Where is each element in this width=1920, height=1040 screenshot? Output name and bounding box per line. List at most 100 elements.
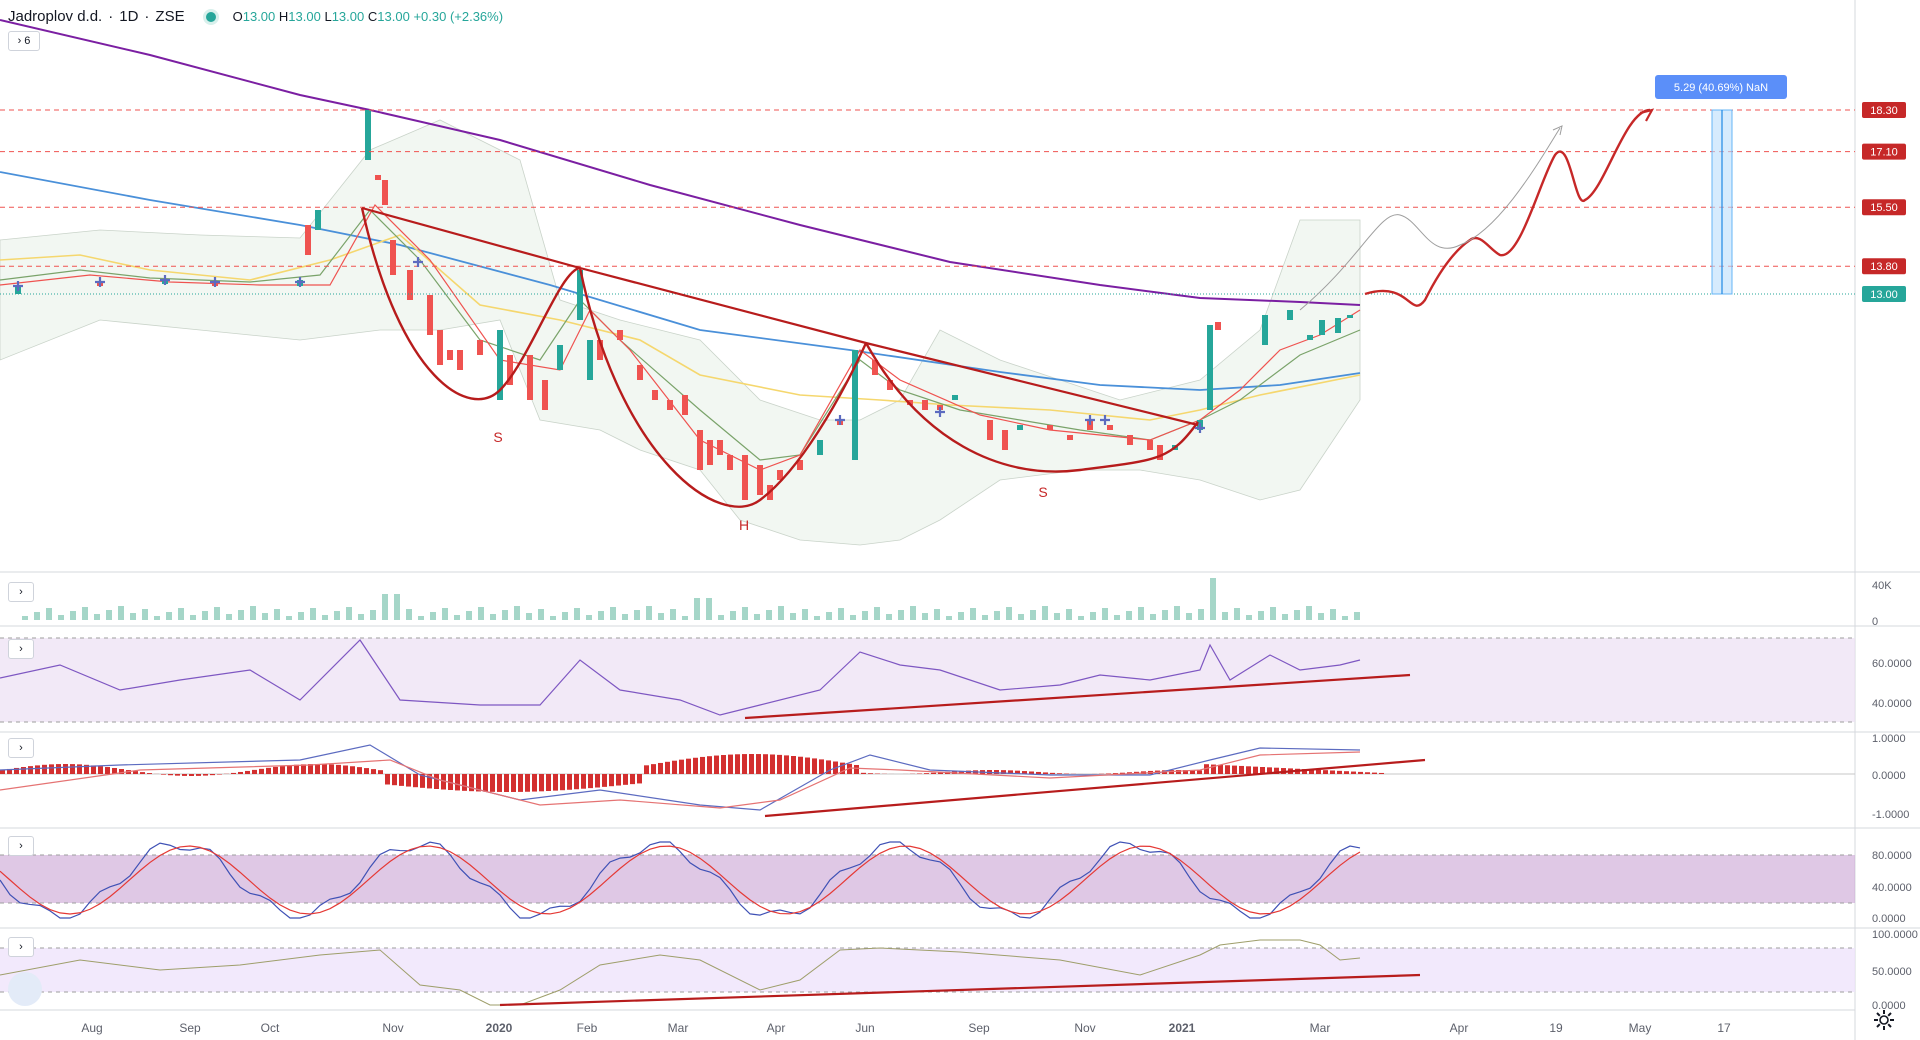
macd-histogram-bar: [539, 774, 544, 792]
candle: [382, 180, 388, 205]
macd-axis-label: 0.0000: [1872, 770, 1906, 782]
volume-bar: [1330, 609, 1336, 620]
volume-bar: [1114, 615, 1120, 620]
macd-histogram-bar: [1029, 771, 1034, 774]
symbol-name[interactable]: Jadroplov d.d.: [8, 8, 103, 25]
gear-icon[interactable]: [1872, 1008, 1896, 1032]
candle: [557, 345, 563, 370]
macd-histogram-bar: [1372, 772, 1377, 774]
time-axis-label: Mar: [1310, 1021, 1331, 1035]
volume-bar: [1198, 609, 1204, 620]
time-axis-label: Nov: [1074, 1021, 1095, 1035]
candle: [1017, 425, 1023, 430]
macd-histogram-bar: [42, 764, 47, 774]
projection-arrowhead: [1639, 108, 1655, 122]
candle: [797, 460, 803, 470]
pane-collapse-button-macd[interactable]: ›: [8, 738, 34, 758]
change-readout: +0.30 (+2.36%): [413, 9, 504, 24]
volume-bar: [118, 606, 124, 620]
bollinger-band: [0, 119, 1361, 546]
candle: [987, 420, 993, 440]
cross-marker: [210, 277, 220, 287]
volume-bar: [994, 611, 1000, 620]
candle: [1287, 310, 1293, 320]
volume-bar: [1354, 612, 1360, 620]
volume-bar: [1054, 613, 1060, 620]
macd-histogram-bar: [742, 754, 747, 774]
pane-collapse-button-volume[interactable]: ›: [8, 582, 34, 602]
macd-histogram-bar: [623, 774, 628, 785]
time-axis-label: Feb: [577, 1021, 598, 1035]
candle: [1047, 425, 1053, 430]
time-axis-label: 2020: [486, 1021, 513, 1035]
indicators-toggle-button[interactable]: › 6: [8, 31, 40, 51]
macd-histogram-bar: [399, 774, 404, 786]
oscillator2-band: [0, 948, 1855, 992]
macd-histogram-bar: [483, 774, 488, 792]
ma100-line: [0, 171, 1361, 391]
volume-bar: [1090, 612, 1096, 620]
candle: [375, 175, 381, 180]
chevron-right-icon: ›: [19, 742, 23, 754]
pane-collapse-button-osc1[interactable]: ›: [8, 639, 34, 659]
candle: [717, 440, 723, 455]
macd-histogram-bar: [1337, 770, 1342, 774]
macd-histogram-bar: [924, 773, 929, 774]
candle: [527, 355, 533, 400]
pane-collapse-button-osc2[interactable]: ›: [8, 937, 34, 957]
macd-histogram-bar: [931, 772, 936, 774]
macd-histogram-bar: [1057, 773, 1062, 774]
volume-bar: [682, 616, 688, 620]
volume-bar: [910, 606, 916, 620]
volume-bar: [262, 613, 268, 620]
head-curve: [578, 267, 868, 508]
macd-histogram-bar: [560, 774, 565, 791]
macd-histogram-bar: [1176, 770, 1181, 774]
macd-histogram-bar: [1001, 770, 1006, 774]
candle: [697, 430, 703, 470]
volume-bar: [538, 609, 544, 620]
macd-histogram-bar: [574, 774, 579, 790]
macd-histogram-bar: [1260, 767, 1265, 774]
cross-marker: [160, 275, 170, 285]
macd-histogram-bar: [91, 765, 96, 774]
volume-bar: [1006, 607, 1012, 620]
macd-histogram-bar: [595, 774, 600, 788]
candle: [617, 330, 623, 340]
cross-marker: [1100, 415, 1110, 425]
oscillator1-axis-label: 60.0000: [1872, 658, 1912, 670]
volume-bar: [1306, 606, 1312, 620]
volume-bar: [1078, 616, 1084, 620]
candle: [477, 340, 483, 355]
macd-histogram-bar: [588, 774, 593, 789]
pane-collapse-button-stoch[interactable]: ›: [8, 836, 34, 856]
volume-bar: [1066, 609, 1072, 620]
oscillator2-line: [0, 939, 1361, 1006]
candle: [305, 225, 311, 255]
macd-histogram-bar: [413, 774, 418, 788]
volume-bar: [418, 616, 424, 620]
macd-histogram-bar: [567, 774, 572, 790]
interval-label[interactable]: 1D: [119, 8, 139, 25]
volume-bar: [550, 616, 556, 620]
volume-axis-label: 0: [1872, 616, 1878, 628]
volume-bar: [394, 594, 400, 620]
price-axis-badge-label: 13.80: [1870, 261, 1898, 273]
macd-histogram-bar: [1239, 765, 1244, 774]
macd-trendline: [764, 758, 1426, 818]
candle: [447, 350, 453, 360]
macd-histogram-bar: [217, 774, 222, 775]
volume-bar: [766, 610, 772, 620]
volume-bar: [1186, 613, 1192, 620]
oscillator2-axis-label: 0.0000: [1872, 1000, 1906, 1012]
chevron-right-icon: ›: [19, 643, 23, 655]
volume-bar: [886, 614, 892, 620]
tradingview-logo-icon[interactable]: [8, 972, 42, 1006]
macd-histogram-bar: [532, 774, 537, 792]
volume-bar: [454, 615, 460, 620]
macd-histogram-bar: [672, 760, 677, 774]
volume-bar: [610, 607, 616, 620]
volume-bar: [166, 612, 172, 620]
chevron-right-icon: ›: [19, 840, 23, 852]
